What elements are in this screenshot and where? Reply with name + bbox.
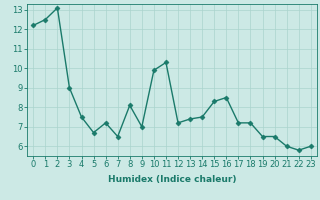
X-axis label: Humidex (Indice chaleur): Humidex (Indice chaleur) <box>108 175 236 184</box>
